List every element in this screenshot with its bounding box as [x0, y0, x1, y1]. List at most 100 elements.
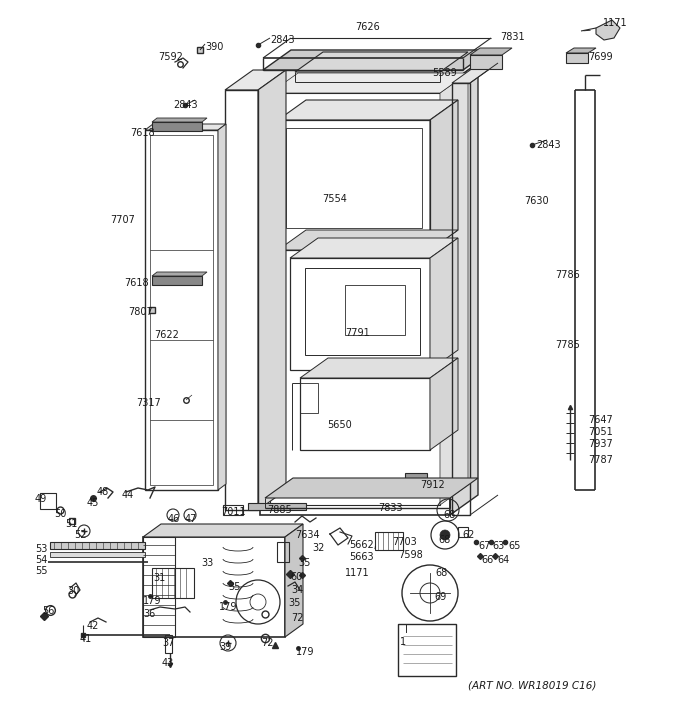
- Text: 62: 62: [462, 530, 475, 540]
- Bar: [277, 542, 289, 562]
- Bar: [223, 505, 243, 515]
- Text: 45: 45: [87, 498, 99, 508]
- Polygon shape: [430, 358, 458, 450]
- Text: 7647: 7647: [588, 415, 613, 425]
- Polygon shape: [145, 124, 226, 130]
- Bar: [152, 568, 194, 598]
- Bar: [270, 93, 440, 505]
- Text: 5663: 5663: [349, 552, 373, 562]
- Text: 7885: 7885: [267, 505, 292, 515]
- Text: 42: 42: [87, 621, 99, 631]
- Text: 5650: 5650: [327, 420, 352, 430]
- Text: 44: 44: [122, 490, 134, 500]
- Text: 7634: 7634: [295, 530, 320, 540]
- Polygon shape: [566, 48, 596, 53]
- Polygon shape: [270, 73, 468, 93]
- Text: 47: 47: [185, 514, 197, 524]
- Text: 7618: 7618: [124, 278, 149, 288]
- Polygon shape: [596, 20, 620, 40]
- Polygon shape: [285, 524, 303, 637]
- Bar: [165, 635, 172, 653]
- Text: 56: 56: [42, 606, 54, 616]
- Polygon shape: [152, 272, 207, 276]
- Bar: [375, 532, 403, 550]
- Text: 390: 390: [205, 42, 223, 52]
- Text: 39: 39: [219, 642, 231, 652]
- Bar: [248, 503, 306, 510]
- Bar: [458, 527, 468, 537]
- Text: 7912: 7912: [420, 480, 445, 490]
- Text: 35: 35: [298, 558, 310, 568]
- Text: 67: 67: [478, 541, 490, 551]
- Text: 43: 43: [162, 658, 174, 668]
- Bar: [50, 552, 145, 557]
- Text: 179: 179: [143, 596, 162, 606]
- Polygon shape: [218, 124, 226, 490]
- Text: 68: 68: [443, 510, 455, 520]
- Polygon shape: [295, 52, 468, 72]
- Text: 72: 72: [291, 613, 303, 623]
- Text: 7592: 7592: [158, 52, 183, 62]
- Text: 1171: 1171: [603, 18, 628, 28]
- Text: 46: 46: [168, 514, 180, 524]
- Text: 179: 179: [296, 647, 314, 657]
- Text: 7937: 7937: [588, 439, 613, 449]
- Bar: [143, 537, 285, 637]
- Bar: [40, 493, 56, 509]
- Bar: [143, 537, 175, 637]
- Text: 34: 34: [291, 585, 303, 595]
- Bar: [145, 130, 218, 490]
- Circle shape: [440, 530, 450, 540]
- Text: 52: 52: [74, 530, 86, 540]
- Polygon shape: [430, 238, 458, 370]
- Text: 2843: 2843: [173, 100, 198, 110]
- Polygon shape: [430, 100, 458, 250]
- Polygon shape: [143, 524, 303, 537]
- Text: 48: 48: [97, 487, 109, 497]
- Text: 5662,: 5662,: [349, 540, 377, 550]
- Text: 68: 68: [435, 568, 447, 578]
- Text: 36: 36: [143, 609, 155, 619]
- Text: 179: 179: [219, 602, 237, 612]
- Text: 7622: 7622: [154, 330, 179, 340]
- Text: 30: 30: [67, 586, 80, 596]
- Text: 7791: 7791: [345, 328, 370, 338]
- Text: 7833: 7833: [378, 503, 403, 513]
- Text: 7317: 7317: [136, 398, 160, 408]
- Text: 5589: 5589: [432, 68, 457, 78]
- Text: 37: 37: [162, 638, 174, 648]
- Text: 7787: 7787: [588, 455, 613, 465]
- Bar: [50, 542, 145, 549]
- Polygon shape: [278, 100, 458, 120]
- Bar: [300, 383, 318, 413]
- Bar: [300, 378, 430, 450]
- Polygon shape: [258, 70, 286, 510]
- Bar: [398, 624, 456, 676]
- Text: 66: 66: [481, 555, 493, 565]
- Text: 7598: 7598: [398, 550, 423, 560]
- Text: 33: 33: [201, 558, 214, 568]
- Polygon shape: [470, 48, 512, 55]
- Text: 7626: 7626: [355, 22, 379, 32]
- Text: 35: 35: [228, 582, 240, 592]
- Polygon shape: [440, 73, 468, 505]
- Text: 53: 53: [35, 544, 48, 554]
- Text: 49: 49: [35, 494, 47, 504]
- Text: 31: 31: [153, 573, 165, 583]
- Text: 50: 50: [54, 509, 67, 519]
- Text: 7807: 7807: [128, 307, 153, 317]
- Bar: [225, 90, 258, 510]
- Polygon shape: [290, 238, 458, 258]
- Text: 35: 35: [288, 598, 301, 608]
- Text: 65: 65: [508, 541, 520, 551]
- Text: 7051: 7051: [588, 427, 613, 437]
- Text: 60: 60: [290, 572, 302, 582]
- Bar: [278, 120, 430, 250]
- Text: 41: 41: [80, 634, 92, 644]
- Bar: [152, 122, 202, 131]
- Text: 69: 69: [434, 592, 446, 602]
- Polygon shape: [152, 118, 207, 122]
- Bar: [152, 276, 202, 285]
- Polygon shape: [452, 63, 498, 83]
- Text: 64: 64: [497, 555, 509, 565]
